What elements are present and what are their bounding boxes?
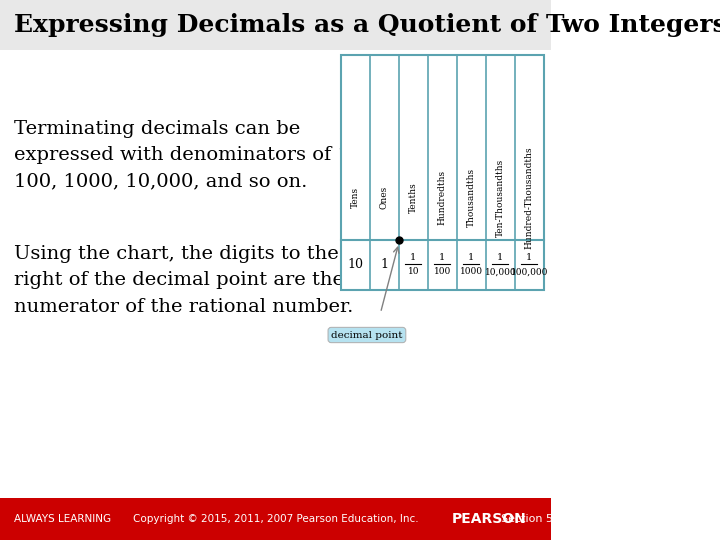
FancyBboxPatch shape (0, 0, 552, 50)
Text: Ones: Ones (380, 186, 389, 209)
Text: 1: 1 (439, 253, 446, 262)
Text: 100,000: 100,000 (510, 267, 548, 276)
Text: 10: 10 (347, 259, 364, 272)
FancyBboxPatch shape (341, 55, 544, 290)
Text: Using the chart, the digits to the
right of the decimal point are the
numerator : Using the chart, the digits to the right… (14, 245, 354, 316)
Text: Section 5.3,  Slide 16: Section 5.3, Slide 16 (494, 514, 619, 524)
Text: Terminating decimals can be
expressed with denominators of 10,
100, 1000, 10,000: Terminating decimals can be expressed wi… (14, 120, 368, 191)
Text: PEARSON: PEARSON (452, 512, 526, 526)
Text: Hundred-Thousandths: Hundred-Thousandths (525, 146, 534, 249)
Text: 1: 1 (380, 259, 388, 272)
Text: decimal point: decimal point (331, 330, 402, 340)
Text: 1: 1 (468, 253, 474, 262)
Text: 10,000: 10,000 (485, 267, 516, 276)
Text: 1: 1 (410, 253, 416, 262)
Text: 100: 100 (433, 267, 451, 276)
Text: Expressing Decimals as a Quotient of Two Integers: Expressing Decimals as a Quotient of Two… (14, 13, 720, 37)
Text: 10: 10 (408, 267, 419, 276)
Text: Copyright © 2015, 2011, 2007 Pearson Education, Inc.: Copyright © 2015, 2011, 2007 Pearson Edu… (133, 514, 418, 524)
Text: Tenths: Tenths (409, 182, 418, 213)
Text: Thousandths: Thousandths (467, 168, 476, 227)
Text: 1: 1 (497, 253, 503, 262)
Text: Tens: Tens (351, 187, 360, 208)
Text: 1000: 1000 (460, 267, 483, 276)
Text: ALWAYS LEARNING: ALWAYS LEARNING (14, 514, 111, 524)
Text: Hundredths: Hundredths (438, 170, 447, 225)
Text: 1: 1 (526, 253, 532, 262)
FancyBboxPatch shape (0, 498, 552, 540)
Text: Ten-Thousandths: Ten-Thousandths (496, 158, 505, 237)
